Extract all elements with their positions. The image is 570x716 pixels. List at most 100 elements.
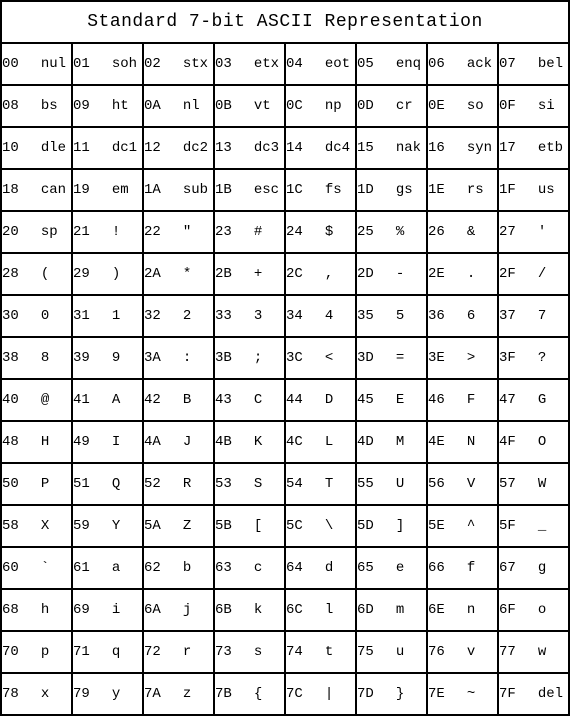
char-repr: si [538,98,555,114]
ascii-cell: 1A sub [143,169,214,211]
ascii-cell: 28 ( [1,253,72,295]
hex-code: 61 [73,560,95,576]
hex-code: 63 [215,560,237,576]
char-repr: dle [41,140,66,156]
char-repr: + [254,266,262,282]
char-repr: np [325,98,342,114]
ascii-table-body: 00 nul01 soh02 stx03 etx04 eot05 enq06 a… [1,43,569,715]
ascii-cell: 2F / [498,253,569,295]
char-repr: H [41,434,49,450]
ascii-cell: 56 V [427,463,498,505]
char-repr: & [467,224,475,240]
hex-code: 3A [144,350,166,366]
ascii-cell: 45 E [356,379,427,421]
ascii-cell: 0C np [285,85,356,127]
hex-code: 2A [144,266,166,282]
hex-code: 62 [144,560,166,576]
char-repr: 8 [41,350,49,366]
hex-code: 40 [2,392,24,408]
ascii-cell: 70 p [1,631,72,673]
ascii-cell: 25 % [356,211,427,253]
ascii-cell: 2C , [285,253,356,295]
ascii-cell: 38 8 [1,337,72,379]
char-repr: ht [112,98,129,114]
ascii-cell: 61 a [72,547,143,589]
char-repr: l [325,602,333,618]
hex-code: 6C [286,602,308,618]
table-row: 60 `61 a62 b63 c64 d65 e66 f67 g [1,547,569,589]
hex-code: 18 [2,182,24,198]
ascii-cell: 7F del [498,673,569,715]
ascii-cell: 33 3 [214,295,285,337]
char-repr: gs [396,182,413,198]
hex-code: 55 [357,476,379,492]
char-repr: i [112,602,120,618]
ascii-cell: 1D gs [356,169,427,211]
hex-code: 3E [428,350,450,366]
char-repr: P [41,476,49,492]
ascii-cell: 44 D [285,379,356,421]
hex-code: 65 [357,560,379,576]
char-repr: eot [325,56,350,72]
ascii-cell: 4C L [285,421,356,463]
char-repr: stx [183,56,208,72]
char-repr: em [112,182,129,198]
ascii-cell: 11 dc1 [72,127,143,169]
char-repr: nul [41,56,66,72]
char-repr: 0 [41,308,49,324]
table-row: 48 H49 I4A J4B K4C L4D M4E N4F O [1,421,569,463]
char-repr: : [183,350,191,366]
ascii-cell: 27 ' [498,211,569,253]
char-repr: % [396,224,404,240]
ascii-cell: 21 ! [72,211,143,253]
hex-code: 3D [357,350,379,366]
char-repr: [ [254,518,262,534]
hex-code: 5D [357,518,379,534]
hex-code: 3C [286,350,308,366]
hex-code: 46 [428,392,450,408]
hex-code: 04 [286,56,308,72]
char-repr: M [396,434,404,450]
char-repr: G [538,392,546,408]
table-row: 08 bs09 ht0A nl0B vt0C np0D cr0E so0F si [1,85,569,127]
char-repr: E [396,392,404,408]
ascii-cell: 18 can [1,169,72,211]
char-repr: ? [538,350,546,366]
hex-code: 4E [428,434,450,450]
char-repr: f [467,560,475,576]
ascii-cell: 32 2 [143,295,214,337]
hex-code: 6D [357,602,379,618]
char-repr: q [112,644,120,660]
char-repr: j [183,602,191,618]
ascii-cell: 30 0 [1,295,72,337]
char-repr: dc2 [183,140,208,156]
ascii-cell: 4D M [356,421,427,463]
hex-code: 7C [286,686,308,702]
ascii-cell: 07 bel [498,43,569,85]
char-repr: v [467,644,475,660]
hex-code: 69 [73,602,95,618]
hex-code: 54 [286,476,308,492]
char-repr: \ [325,518,333,534]
char-repr: o [538,602,546,618]
char-repr: 4 [325,308,333,324]
char-repr: _ [538,518,546,534]
ascii-cell: 04 eot [285,43,356,85]
hex-code: 24 [286,224,308,240]
ascii-cell: 5A Z [143,505,214,547]
hex-code: 2C [286,266,308,282]
char-repr: V [467,476,475,492]
ascii-cell: 7C | [285,673,356,715]
table-row: 58 X59 Y5A Z5B [5C \5D ]5E ^5F _ [1,505,569,547]
hex-code: 5F [499,518,521,534]
hex-code: 48 [2,434,24,450]
ascii-cell: 16 syn [427,127,498,169]
hex-code: 0D [357,98,379,114]
ascii-cell: 36 6 [427,295,498,337]
ascii-cell: 2D - [356,253,427,295]
char-repr: b [183,560,191,576]
char-repr: 7 [538,308,546,324]
char-repr: u [396,644,404,660]
char-repr: soh [112,56,137,72]
ascii-cell: 58 X [1,505,72,547]
